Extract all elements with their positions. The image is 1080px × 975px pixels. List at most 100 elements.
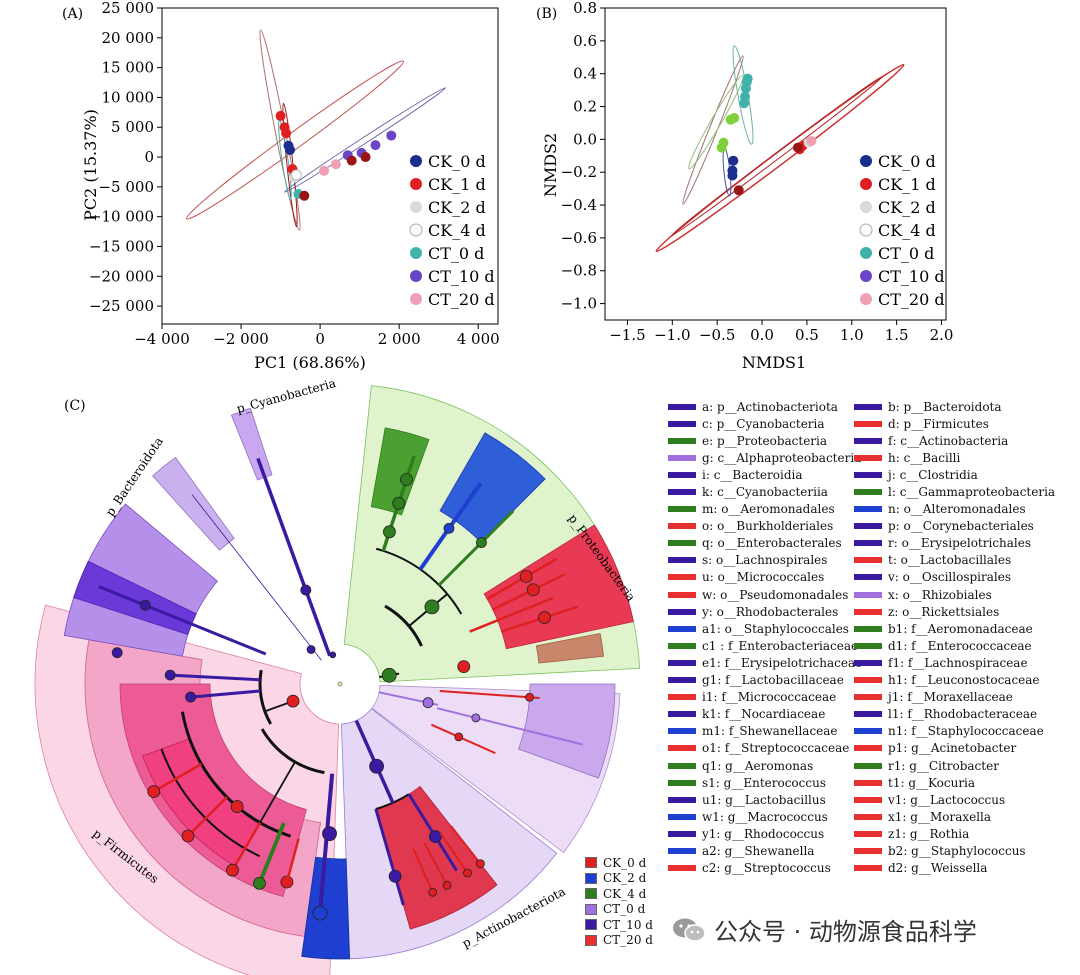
legend-marker [860, 293, 872, 305]
taxa-legend-item: g1: f__Lactobacillaceae [668, 672, 868, 689]
taxa-legend-label: g1: f__Lactobacillaceae [702, 673, 844, 688]
taxa-legend-swatch [668, 659, 696, 666]
taxa-legend-label: h: c__Bacilli [888, 450, 961, 465]
taxa-legend-swatch [668, 677, 696, 684]
x-tick-label: −4 000 [134, 330, 190, 348]
y-tick-label: −20 000 [89, 267, 154, 285]
taxa-legend-item: v1: g__Lactococcus [854, 791, 1054, 808]
taxa-legend-item: i1: f__Micrococcaceae [668, 689, 868, 706]
taxa-legend-item: x1: g__Moraxella [854, 808, 1054, 825]
taxa-legend-label: y1: g__Rhodococcus [702, 826, 825, 841]
taxa-legend-label: j: c__Clostridia [888, 467, 978, 482]
group-legend-item: CK_2 d [585, 871, 653, 887]
clade-branch [153, 762, 203, 793]
clade-node [463, 868, 472, 878]
legend-label: CK_0 d [878, 152, 936, 171]
taxa-legend-label: g: c__Alphaproteobacteria [702, 450, 862, 465]
clade-node [471, 713, 481, 723]
pca-plot: (A) −4 000 −2 000 0 2 000 4 000 25 000 20 000 1… [62, 0, 500, 372]
legend-label: CK_2 d [878, 198, 936, 217]
group-legend-label: CK_0 d [603, 855, 647, 870]
clade-sector-bacteroidota [152, 456, 235, 551]
taxa-legend-swatch [854, 813, 882, 820]
taxa-legend-item: u: o__Micrococcales [668, 569, 868, 586]
taxa-legend-label: o1: f__Streptococcaceae [702, 741, 850, 756]
clade-branch [437, 509, 515, 587]
taxa-legend-label: l: c__Gammaproteobacteria [888, 485, 1056, 500]
clade-subsector [301, 856, 351, 960]
clade-node [422, 697, 434, 709]
data-point [733, 185, 744, 196]
taxa-legend-item: r1: g__Citrobacter [854, 757, 1054, 774]
taxa-legend-item: a2: g__Shewanella [668, 842, 868, 859]
taxa-legend-item: d1: f__Enterococcaceae [854, 637, 1054, 654]
taxa-legend-item: z: o__Rickettsiales [854, 603, 1054, 620]
taxa-legend-item: k: c__Cyanobacteriia [668, 483, 868, 500]
taxa-legend-swatch [668, 523, 696, 530]
taxa-legend-item: f1: f__Lachnospiraceae [854, 654, 1054, 671]
taxa-legend-label: c1 : f_Enterobacteriaceae [702, 638, 859, 653]
x-tick-label: 0.0 [750, 326, 774, 344]
taxa-legend-swatch [668, 471, 696, 478]
data-point [285, 144, 296, 155]
taxa-legend-item: q: o__Enterobacterales [668, 535, 868, 552]
clade-subsector [483, 524, 634, 650]
group-legend-item: CK_0 d [585, 855, 653, 871]
taxa-legend-item: h1: f__Leuconostocaceae [854, 672, 1054, 689]
clade-node [253, 876, 266, 890]
taxa-legend-item: q1: g__Aeromonas [668, 757, 868, 774]
taxa-legend-label: t: o__Lactobacillales [888, 553, 1012, 568]
taxa-legend-item: o1: f__Streptococcaceae [668, 740, 868, 757]
data-point [275, 110, 286, 121]
clade-node [538, 611, 551, 624]
clade-branch [231, 821, 262, 871]
clade-node [286, 694, 300, 708]
clade-node [164, 669, 176, 681]
clade-node [381, 667, 397, 683]
x-tick-label: −1.5 [609, 326, 645, 344]
y-tick-label: 0.8 [573, 0, 597, 17]
taxa-legend-label: r1: g__Citrobacter [888, 758, 999, 773]
taxa-legend-item: z1: g__Rothia [854, 825, 1054, 842]
taxa-legend-swatch [668, 506, 696, 513]
taxa-legend-label: m: o__Aeromonadales [702, 502, 835, 517]
clade-root [337, 681, 343, 687]
taxa-legend-label: p1: g__Acinetobacter [888, 741, 1017, 756]
taxa-legend-label: j1: f__Moraxellaceae [888, 690, 1013, 705]
clade-node [392, 496, 406, 510]
x-tick-label: 0.5 [795, 326, 819, 344]
taxa-legend-label: f: c__Actinobacteria [888, 433, 1009, 448]
data-point [718, 137, 729, 148]
taxa-legend-item: s: o__Lachnospirales [668, 552, 868, 569]
clade-node [400, 473, 413, 486]
group-legend-label: CK_4 d [603, 886, 647, 901]
taxa-legend-label: s1: g__Enterococcus [702, 775, 826, 790]
clade-node [476, 537, 487, 548]
group-legend-swatch [585, 872, 597, 884]
taxa-legend-swatch [854, 471, 882, 478]
x-tick-label: 2 000 [378, 330, 421, 348]
taxa-legend-swatch [668, 728, 696, 735]
group-legend-item: CT_20 d [585, 933, 653, 949]
data-point [330, 159, 341, 170]
legend-label: CT_0 d [428, 244, 484, 263]
taxa-legend-item: f: c__Actinobacteria [854, 432, 1054, 449]
taxa-legend-label: q: o__Enterobacterales [702, 536, 842, 551]
clade-node [442, 880, 452, 890]
taxa-legend-swatch [854, 625, 882, 632]
taxa-legend-label: n1: f__Staphylococcaceae [888, 724, 1044, 739]
legend-label: CT_10 d [428, 267, 495, 286]
taxa-legend-item: w: o__Pseudomonadales [668, 586, 868, 603]
legend-label: CK_1 d [878, 175, 936, 194]
taxa-legend-label: b1: f__Aeromonadaceae [888, 621, 1033, 636]
clade-node [525, 692, 534, 702]
taxa-legend-item: p1: g__Acinetobacter [854, 740, 1054, 757]
clade-node [230, 800, 244, 813]
taxa-legend-label: s: o__Lachnospirales [702, 553, 828, 568]
taxa-legend-label: i1: f__Micrococcaceae [702, 690, 837, 705]
legend-marker [860, 178, 872, 190]
taxa-legend-item: a: p__Actinobacteriota [668, 398, 868, 415]
taxa-legend-swatch [668, 830, 696, 837]
taxa-legend-item: e1: f__Erysipelotrichaceae [668, 654, 868, 671]
legend-label: CT_20 d [428, 290, 495, 309]
